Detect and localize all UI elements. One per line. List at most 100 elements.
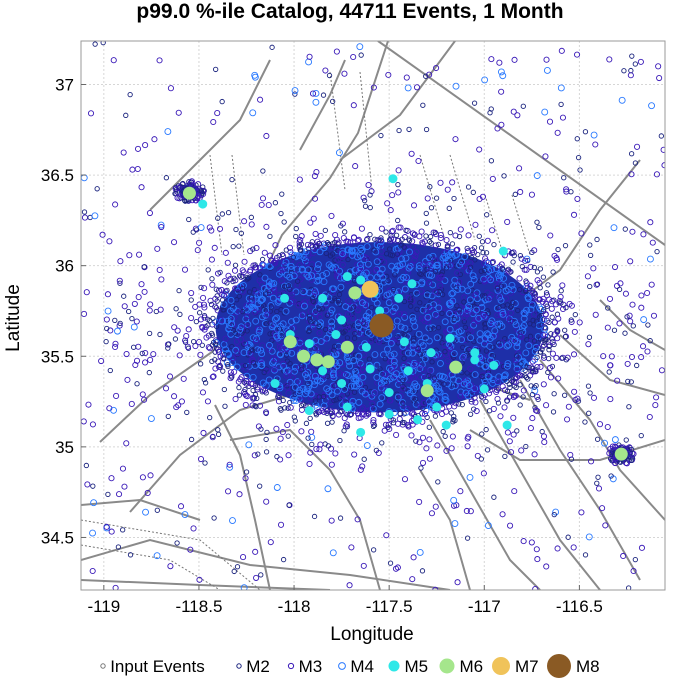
event-point [446,325,454,333]
event-point [586,410,592,416]
event-point [611,263,619,271]
event-marker-m6 [283,335,297,349]
event-point [529,391,536,398]
event-point [401,350,408,356]
event-point [220,307,226,313]
event-point [328,410,334,417]
event-point [438,273,445,280]
event-point [427,305,435,312]
event-point [83,462,90,469]
event-point [400,400,406,406]
event-point [647,219,654,226]
event-point [416,498,423,505]
event-marker-m5 [445,333,455,343]
event-point [130,323,138,331]
event-point [432,268,438,275]
event-point [451,382,459,390]
event-point [501,173,507,179]
event-point [273,484,281,491]
event-point [323,326,329,333]
event-point [520,103,526,109]
event-point [428,510,435,517]
y-axis-label: Latitude [3,284,24,352]
event-point [192,303,199,310]
event-point [392,272,398,278]
event-point [413,248,420,256]
event-point [455,310,462,317]
event-point [229,343,235,350]
event-point [134,381,140,387]
event-point [328,244,335,251]
event-point [292,316,300,324]
event-point [271,366,278,373]
event-point [531,291,539,298]
event-point [347,396,354,403]
event-point [269,354,276,361]
event-point [383,532,390,539]
event-point [156,266,163,273]
event-point [370,419,377,426]
event-point [524,295,532,303]
event-point [350,357,358,365]
event-point [347,411,354,418]
event-point [467,508,474,515]
event-point [461,299,467,305]
event-point [232,346,240,354]
event-point [244,276,250,282]
event-point [518,361,524,367]
event-point [310,215,317,222]
event-point [257,96,264,103]
event-point [276,394,282,401]
event-point [200,301,208,308]
event-point [574,195,581,202]
event-point [98,357,105,365]
event-point [157,331,163,338]
event-point [481,277,488,284]
event-point [537,363,544,370]
event-point [347,382,355,390]
event-point [371,351,379,358]
event-point [220,368,226,374]
event-point [464,310,472,317]
event-point [388,232,394,239]
event-point [147,356,154,363]
event-point [461,314,468,321]
event-point [622,330,628,336]
event-point [200,429,207,437]
event-point [472,221,479,228]
event-point [433,312,440,319]
event-point [517,402,523,408]
event-point [239,285,246,292]
event-point [150,351,157,358]
event-point [411,338,417,344]
plot-frame [80,40,666,591]
event-marker-m5 [375,306,385,316]
event-point [542,325,549,331]
event-point [212,365,219,372]
event-marker-m5 [489,360,499,370]
event-point [464,443,471,450]
event-point [379,370,386,378]
event-point [424,266,430,272]
event-point [409,576,416,583]
event-point [561,392,568,398]
event-point [442,351,450,358]
event-point [287,262,295,270]
event-point [655,63,662,70]
event-point [242,475,249,482]
event-point [529,415,536,422]
event-point [198,284,204,290]
event-point [534,408,541,415]
event-point [393,232,400,238]
event-point [397,323,405,331]
event-point [558,300,564,306]
event-point [421,355,429,363]
event-point [110,57,117,64]
event-point [364,328,372,336]
event-point [112,340,119,347]
event-point [540,274,547,280]
event-point [329,382,337,390]
event-point [419,306,427,314]
event-point [497,68,505,76]
event-point [298,428,305,435]
